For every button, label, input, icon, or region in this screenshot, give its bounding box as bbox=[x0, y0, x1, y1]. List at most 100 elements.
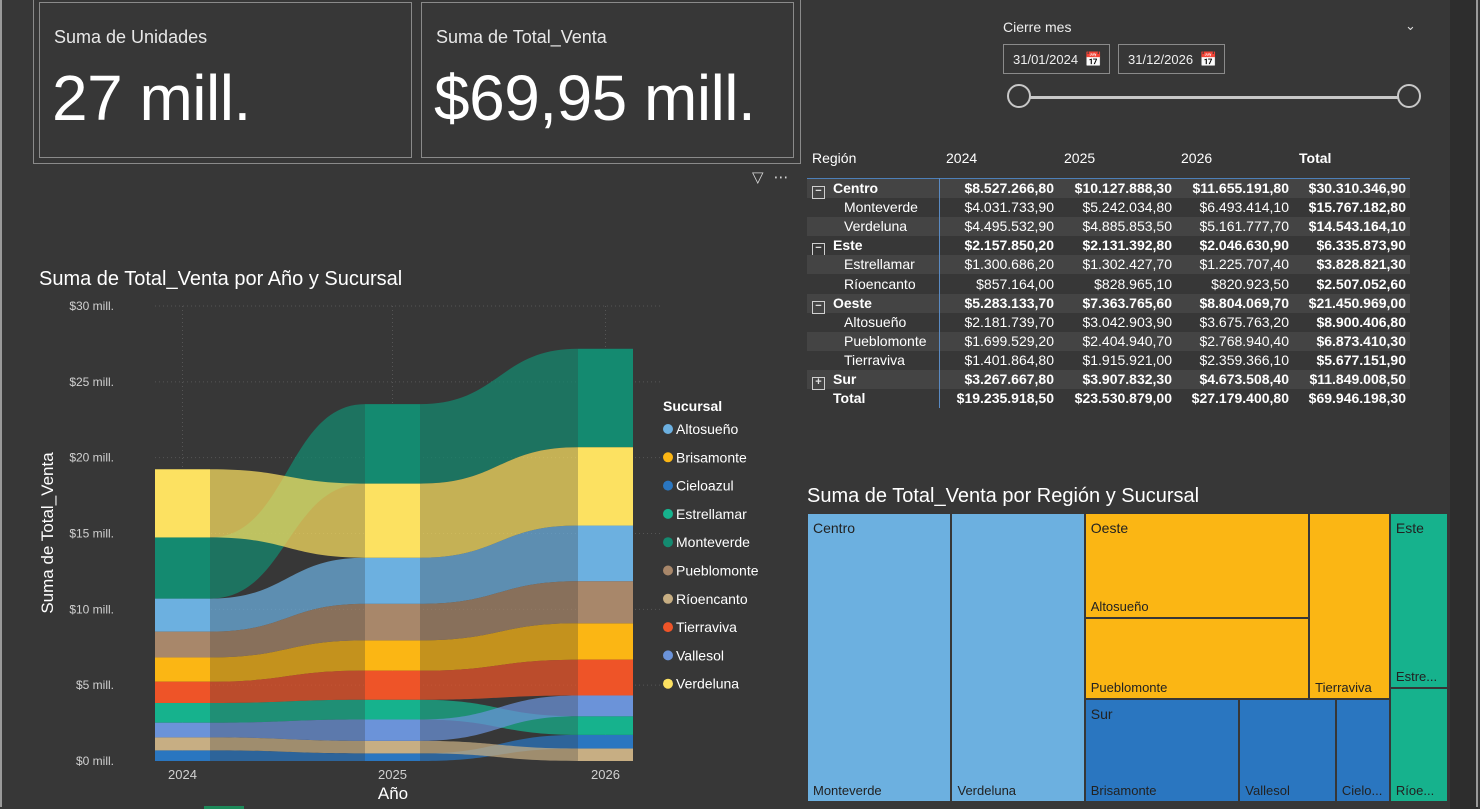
area-segment[interactable] bbox=[578, 748, 633, 761]
legend-item[interactable]: Cieloazul bbox=[663, 478, 734, 494]
treemap-cell[interactable]: Oeste Altosueño bbox=[1084, 513, 1310, 619]
area-segment[interactable] bbox=[155, 631, 210, 658]
legend-item[interactable]: Verdeluna bbox=[663, 676, 739, 692]
legend-item[interactable]: Brisamonte bbox=[663, 449, 747, 465]
area-ribbon[interactable] bbox=[210, 640, 365, 682]
treemap-cell[interactable]: Tierraviva bbox=[1309, 513, 1390, 700]
area-segment[interactable] bbox=[365, 483, 420, 558]
treemap-cell[interactable]: Ríoe... bbox=[1389, 687, 1448, 802]
area-segment[interactable] bbox=[155, 657, 210, 682]
area-segment[interactable] bbox=[155, 750, 210, 761]
area-segment[interactable] bbox=[155, 598, 210, 632]
area-segment[interactable] bbox=[365, 603, 420, 641]
legend-item[interactable]: Tierraviva bbox=[663, 619, 737, 635]
collapse-icon[interactable]: − bbox=[812, 300, 825, 314]
area-ribbon[interactable] bbox=[420, 659, 578, 700]
area-segment[interactable] bbox=[365, 719, 420, 741]
area-segment[interactable] bbox=[155, 537, 210, 599]
treemap-cell[interactable]: Este Estre... bbox=[1389, 513, 1448, 688]
matrix-row[interactable]: Total $19.235.918,50 $23.530.879,00 $27.179… bbox=[807, 389, 1410, 408]
matrix-row[interactable]: Monteverde $4.031.733,90 $5.242.034,80 $6.4… bbox=[807, 198, 1410, 217]
matrix-header-cell[interactable]: 2026 bbox=[1181, 150, 1213, 166]
area-segment[interactable] bbox=[578, 716, 633, 735]
area-segment[interactable] bbox=[365, 404, 420, 484]
series-altosueño[interactable] bbox=[155, 525, 633, 632]
area-segment[interactable] bbox=[155, 737, 210, 751]
area-segment[interactable] bbox=[365, 699, 420, 720]
start-date-input[interactable]: 31/01/2024 📅 bbox=[1003, 44, 1110, 74]
legend-item[interactable]: Ríoencanto bbox=[663, 591, 748, 607]
matrix-header-cell[interactable]: 2024 bbox=[946, 150, 978, 166]
end-date-input[interactable]: 31/12/2026 📅 bbox=[1118, 44, 1225, 74]
treemap-cell[interactable]: Verdeluna bbox=[951, 513, 1085, 802]
expand-icon[interactable]: + bbox=[812, 377, 825, 390]
date-range-slider-track[interactable] bbox=[1019, 96, 1409, 99]
area-ribbon[interactable] bbox=[420, 525, 578, 604]
area-ribbon[interactable] bbox=[210, 469, 365, 558]
calendar-icon[interactable]: 📅 bbox=[1084, 51, 1102, 67]
treemap-cell[interactable]: Vallesol bbox=[1239, 699, 1336, 802]
area-segment[interactable] bbox=[578, 659, 633, 696]
area-segment[interactable] bbox=[578, 734, 633, 749]
area-ribbon[interactable] bbox=[420, 623, 578, 671]
area-segment[interactable] bbox=[155, 681, 210, 703]
series-ríoencanto[interactable] bbox=[155, 737, 633, 761]
legend-item[interactable]: Monteverde bbox=[663, 534, 750, 550]
area-ribbon[interactable] bbox=[420, 581, 578, 641]
slider-start-handle[interactable] bbox=[1007, 84, 1031, 108]
area-ribbon[interactable] bbox=[420, 348, 578, 484]
area-segment[interactable] bbox=[155, 702, 210, 723]
matrix-row[interactable]: − Centro $8.527.266,80 $10.127.888,30 $11.65… bbox=[807, 179, 1410, 199]
area-segment[interactable] bbox=[155, 469, 210, 538]
matrix-row[interactable]: − Este $2.157.850,20 $2.131.392,80 $2.046.63… bbox=[807, 236, 1410, 257]
slider-end-handle[interactable] bbox=[1397, 84, 1421, 108]
matrix-header-cell[interactable]: Total bbox=[1299, 150, 1332, 166]
kpi-card-unidades[interactable]: Suma de Unidades 27 mill. bbox=[39, 2, 412, 158]
area-segment[interactable] bbox=[578, 581, 633, 624]
area-segment[interactable] bbox=[578, 525, 633, 582]
series-vallesol[interactable] bbox=[155, 695, 633, 741]
matrix-header-cell[interactable]: 2025 bbox=[1064, 150, 1096, 166]
filter-icon[interactable]: ▽ bbox=[752, 169, 764, 186]
area-ribbon[interactable] bbox=[210, 699, 365, 723]
chevron-down-icon[interactable]: ⌄ bbox=[1405, 18, 1416, 33]
treemap-chart[interactable]: Centro Monteverde Verdeluna Este Estre... Río… bbox=[807, 513, 1448, 802]
series-tierraviva[interactable] bbox=[155, 659, 633, 703]
area-ribbon[interactable] bbox=[420, 740, 578, 761]
area-ribbon[interactable] bbox=[420, 447, 578, 558]
area-segment[interactable] bbox=[365, 740, 420, 754]
series-verdeluna[interactable] bbox=[155, 447, 633, 558]
more-options-icon[interactable]: ⋯ bbox=[773, 169, 789, 186]
area-segment[interactable] bbox=[155, 722, 210, 738]
area-ribbon[interactable] bbox=[210, 719, 365, 741]
collapse-icon[interactable]: − bbox=[812, 243, 825, 257]
series-brisamonte[interactable] bbox=[155, 623, 633, 682]
matrix-row[interactable]: Altosueño $2.181.739,70 $3.042.903,90 $3.67… bbox=[807, 313, 1410, 332]
area-segment[interactable] bbox=[578, 695, 633, 717]
area-segment[interactable] bbox=[365, 753, 420, 761]
area-segment[interactable] bbox=[578, 348, 633, 448]
area-segment[interactable] bbox=[578, 623, 633, 660]
calendar-icon[interactable]: 📅 bbox=[1199, 51, 1217, 67]
area-ribbon[interactable] bbox=[210, 670, 365, 703]
area-segment[interactable] bbox=[578, 447, 633, 526]
area-ribbon[interactable] bbox=[420, 695, 578, 741]
series-pueblomonte[interactable] bbox=[155, 581, 633, 658]
matrix-row[interactable]: + Sur $3.267.667,80 $3.907.832,30 $4.673.508… bbox=[807, 370, 1410, 390]
area-chart[interactable]: $0 mill. $5 mill. $10 mill. $15 mill. $20 mi… bbox=[30, 290, 790, 805]
matrix-row[interactable]: − Oeste $5.283.133,70 $7.363.765,60 $8.804.0… bbox=[807, 293, 1410, 314]
treemap-cell[interactable]: Cielo... bbox=[1335, 699, 1390, 802]
treemap-cell[interactable]: Centro Monteverde bbox=[807, 513, 952, 802]
matrix-row[interactable]: Estrellamar $1.300.686,20 $1.302.427,70 $1.… bbox=[807, 255, 1410, 275]
matrix-row[interactable]: Pueblomonte $1.699.529,20 $2.404.940,70 $2.… bbox=[807, 331, 1410, 351]
area-ribbon[interactable] bbox=[210, 557, 365, 632]
matrix-row[interactable]: Tierraviva $1.401.864,80 $1.915.921,00 $2.3… bbox=[807, 351, 1410, 370]
area-ribbon[interactable] bbox=[210, 737, 365, 754]
area-ribbon[interactable] bbox=[210, 750, 365, 761]
matrix-row[interactable]: Ríoencanto $857.164,00 $828.965,10 $820.923… bbox=[807, 275, 1410, 294]
legend-item[interactable]: Altosueño bbox=[663, 421, 738, 437]
area-segment[interactable] bbox=[365, 670, 420, 700]
legend-item[interactable]: Pueblomonte bbox=[663, 563, 759, 579]
kpi-card-total-venta[interactable]: Suma de Total_Venta $69,95 mill. bbox=[421, 2, 794, 158]
legend-item[interactable]: Vallesol bbox=[663, 647, 724, 663]
